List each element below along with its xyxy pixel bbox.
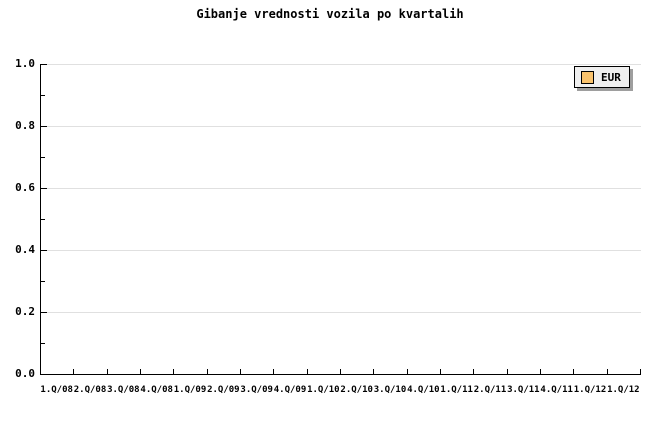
y-axis-line — [40, 64, 41, 375]
x-tick-mark — [307, 369, 308, 374]
x-tick-mark — [507, 369, 508, 374]
x-tick-mark — [373, 369, 374, 374]
y-tick-label: 1.0 — [15, 57, 35, 70]
legend-box: EUR — [574, 66, 630, 88]
gridline — [41, 312, 641, 313]
x-tick-label: 4.Q/10 — [407, 385, 440, 395]
y-major-tick-mark — [41, 126, 47, 127]
y-major-tick-mark — [41, 312, 47, 313]
x-tick-label: 3.Q/08 — [107, 385, 140, 395]
x-tick-label: 3.Q/11 — [507, 385, 540, 395]
x-tick-mark — [173, 369, 174, 374]
x-tick-label: 2.Q/08 — [73, 385, 107, 395]
gridline — [41, 250, 641, 251]
x-tick-label: 1.Q/08 — [40, 385, 73, 395]
y-tick-label: 0.0 — [15, 367, 35, 380]
y-tick-label: 0.6 — [15, 181, 35, 194]
y-major-tick-mark — [41, 250, 47, 251]
x-tick-label: 1.Q/10 — [307, 385, 340, 395]
x-tick-label: 1.Q/09 — [173, 385, 207, 395]
x-tick-label: 1.Q/12 — [607, 385, 640, 395]
gridline — [41, 188, 641, 189]
legend-swatch-eur-icon — [581, 70, 594, 84]
x-tick-mark — [573, 369, 574, 374]
y-minor-tick-mark — [41, 281, 45, 282]
x-tick-mark — [140, 369, 141, 374]
x-tick-mark — [473, 369, 474, 374]
y-tick-label: 0.4 — [15, 243, 35, 256]
x-tick-mark — [440, 369, 441, 374]
x-tick-mark — [607, 369, 608, 374]
x-tick-label: 3.Q/10 — [373, 385, 407, 395]
x-axis-line — [40, 374, 641, 375]
x-tick-label: 1.Q/12 — [573, 385, 607, 395]
x-tick-mark — [540, 369, 541, 374]
x-tick-mark — [407, 369, 408, 374]
y-minor-tick-mark — [41, 157, 45, 158]
gridline — [41, 64, 641, 65]
chart-title: Gibanje vrednosti vozila po kvartalih — [196, 7, 464, 21]
x-tick-label: 4.Q/09 — [273, 385, 307, 395]
x-tick-label: 2.Q/09 — [207, 385, 240, 395]
x-tick-mark — [73, 369, 74, 374]
x-tick-mark — [640, 369, 641, 374]
legend-label-eur: EUR — [601, 70, 621, 84]
x-tick-mark — [340, 369, 341, 374]
x-tick-label: 2.Q/11 — [473, 385, 507, 395]
x-tick-mark — [207, 369, 208, 374]
y-major-tick-mark — [41, 188, 47, 189]
y-minor-tick-mark — [41, 343, 45, 344]
x-tick-label: 4.Q/08 — [140, 385, 173, 395]
x-tick-mark — [273, 369, 274, 374]
x-tick-label: 2.Q/10 — [340, 385, 373, 395]
x-tick-label: 4.Q/11 — [540, 385, 573, 395]
y-major-tick-mark — [41, 64, 47, 65]
x-tick-mark — [107, 369, 108, 374]
x-tick-label: 3.Q/09 — [240, 385, 273, 395]
y-minor-tick-mark — [41, 219, 45, 220]
y-minor-tick-mark — [41, 95, 45, 96]
x-tick-mark — [240, 369, 241, 374]
x-tick-label: 1.Q/11 — [440, 385, 473, 395]
y-tick-label: 0.8 — [15, 119, 35, 132]
gridline — [41, 126, 641, 127]
y-tick-label: 0.2 — [15, 305, 35, 318]
